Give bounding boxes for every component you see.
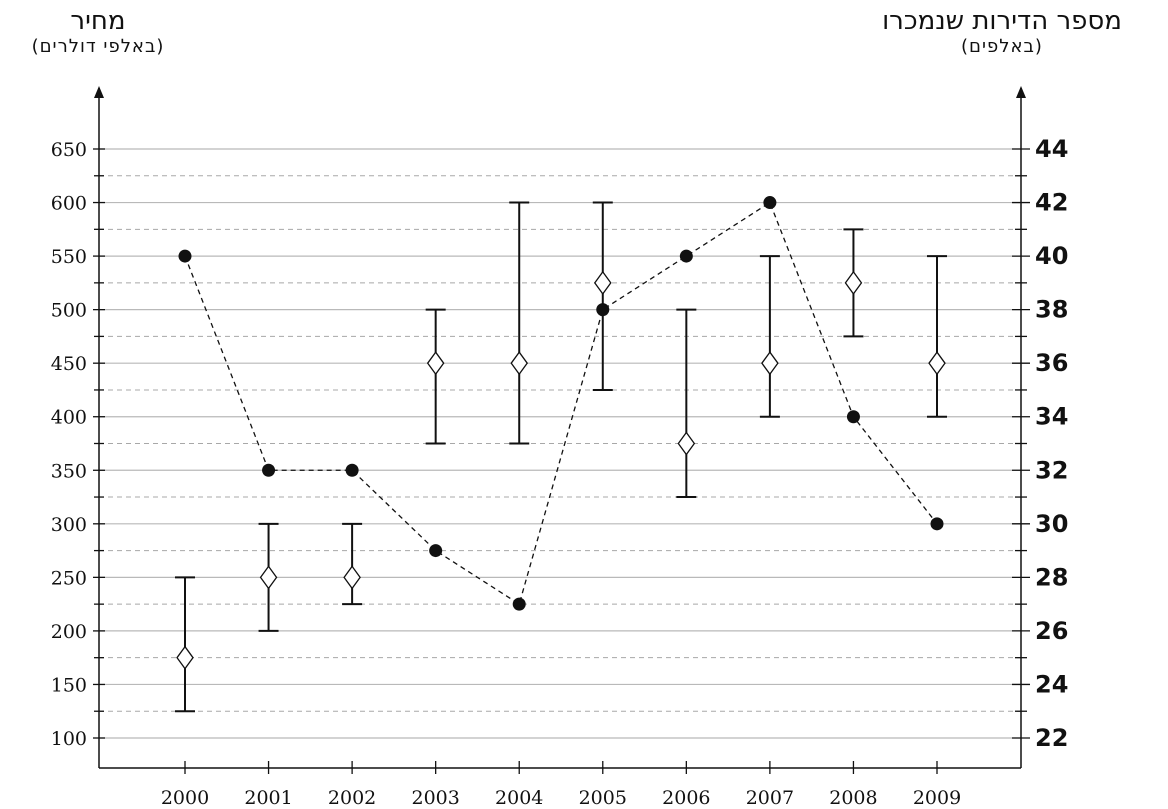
right-tick-label: 40 [1035, 242, 1068, 270]
right-tick-label: 24 [1035, 670, 1068, 698]
left-tick-label: 200 [51, 621, 87, 643]
x-tick-label: 2005 [579, 787, 627, 809]
range-mid-diamond-icon [844, 270, 863, 295]
grid-lines [99, 148, 1021, 739]
right-axis-label: מספר הדירות שנמכרו [882, 6, 1122, 36]
range-mid-diamond-icon [761, 351, 779, 376]
sold-point [512, 597, 526, 611]
sold-point [846, 410, 860, 424]
x-tick-label: 2001 [244, 787, 292, 809]
range-mid-diamond-icon [510, 351, 529, 376]
x-tick-label: 2009 [913, 787, 961, 809]
sold-point [763, 196, 777, 210]
left-tick-label: 250 [51, 567, 87, 589]
right-tick-label: 26 [1035, 617, 1068, 645]
right-axis-arrow-icon [1016, 86, 1026, 98]
right-tick-label: 44 [1035, 135, 1068, 163]
left-tick-label: 450 [51, 353, 87, 375]
sold-point [345, 463, 359, 477]
left-tick-label: 500 [51, 300, 87, 322]
right-tick-label: 28 [1035, 563, 1068, 591]
sold-point [429, 544, 443, 558]
x-tick-label: 2008 [829, 787, 877, 809]
right-tick-label: 30 [1035, 510, 1068, 538]
right-axis-unit: (באלפים) [961, 36, 1043, 57]
range-mid-diamond-icon [343, 565, 361, 590]
x-tick-label: 2006 [662, 787, 710, 809]
range-mid-diamond-icon [928, 351, 946, 376]
left-tick-label: 150 [51, 674, 87, 696]
sold-point [178, 249, 192, 263]
right-tick-label: 38 [1035, 296, 1068, 324]
left-tick-label: 550 [51, 246, 87, 268]
sold-dashed-line [184, 201, 938, 606]
right-tick-label: 32 [1035, 456, 1068, 484]
right-tick-label: 42 [1035, 189, 1068, 217]
range-mid-diamond-icon [593, 270, 612, 295]
x-tick-label: 2004 [495, 787, 543, 809]
range-mid-diamond-icon [176, 645, 194, 670]
range-mid-diamond-icon [259, 565, 278, 590]
apartments-sold-series [178, 196, 944, 611]
left-axis-label: מחיר [70, 6, 126, 36]
price-range-series [175, 201, 947, 713]
range-mid-diamond-icon [677, 431, 696, 456]
range-mid-diamond-icon [426, 351, 445, 376]
x-tick-label: 2007 [746, 787, 794, 809]
right-tick-label: 36 [1035, 349, 1068, 377]
left-tick-label: 350 [51, 460, 87, 482]
left-axis-unit: (באלפי דולרים) [31, 36, 165, 57]
left-tick-label: 300 [51, 514, 87, 536]
left-axis-title: מחיר (באלפי דולרים) [8, 6, 188, 58]
tick-labels: 100 150 200 250 300 350 400 450 500 550 600 650 22 24… [51, 135, 1069, 809]
sold-point [596, 303, 610, 317]
left-tick-label: 400 [51, 407, 87, 429]
x-tick-label: 2003 [411, 787, 459, 809]
sold-point [262, 463, 276, 477]
left-tick-label: 100 [51, 728, 87, 750]
sold-point [679, 249, 693, 263]
right-tick-label: 34 [1035, 403, 1068, 431]
left-tick-label: 650 [51, 139, 87, 161]
right-tick-label: 22 [1035, 724, 1068, 752]
right-axis-title: מספר הדירות שנמכרו (באלפים) [842, 6, 1162, 58]
x-tick-label: 2000 [161, 787, 209, 809]
sold-point [930, 517, 944, 531]
left-axis-arrow-icon [94, 86, 104, 98]
axes [93, 86, 1030, 774]
x-tick-label: 2002 [328, 787, 376, 809]
left-tick-label: 600 [51, 193, 87, 215]
